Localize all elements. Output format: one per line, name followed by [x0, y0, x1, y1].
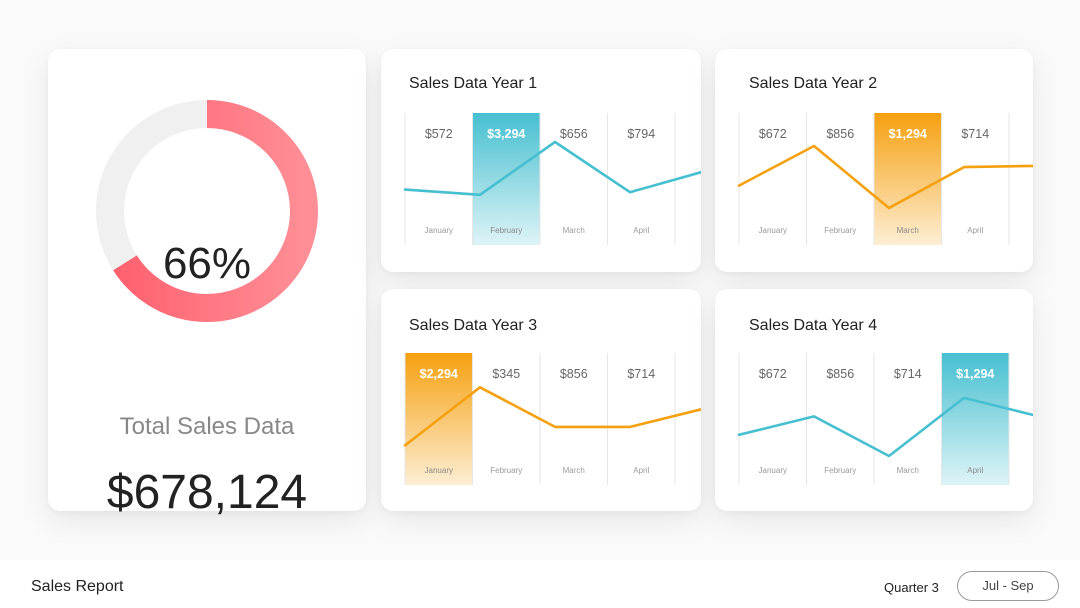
- sales-card-year-4: Sales Data Year 4 $672 $856 $714 $1,294 Janu…: [715, 289, 1033, 511]
- category-label: January: [425, 226, 453, 235]
- line-chart-year-1: $572 $3,294 $656 $794 January February March Ap…: [403, 113, 701, 245]
- donut-progress-arc: [96, 100, 318, 322]
- category-label: January: [759, 226, 787, 235]
- line-chart-year-2: $672 $856 $1,294 $714 January February March Ap…: [737, 113, 1033, 245]
- category-label: March: [897, 226, 919, 235]
- highlight-column: [472, 113, 540, 245]
- highlight-column: [874, 113, 942, 245]
- highlight-column: [941, 353, 1009, 485]
- value-label: $1,294: [956, 367, 994, 381]
- category-label: April: [633, 226, 649, 235]
- sales-card-year-1: Sales Data Year 1 $572 $3,294 $656 $794 Janu…: [381, 49, 701, 272]
- category-label: February: [490, 226, 522, 235]
- value-label: $345: [492, 367, 520, 381]
- chart-title: Sales Data Year 4: [749, 317, 878, 334]
- category-label: January: [759, 466, 787, 475]
- footer-bar: Sales Report Quarter 3 Jul - Sep: [0, 560, 1080, 608]
- category-label: March: [897, 466, 919, 475]
- quarter-label: Quarter 3: [884, 580, 939, 595]
- chart-title: Sales Data Year 3: [409, 317, 538, 334]
- value-label: $714: [627, 367, 655, 381]
- category-label: February: [824, 466, 856, 475]
- category-label: February: [824, 226, 856, 235]
- value-label: $672: [759, 367, 787, 381]
- period-pill[interactable]: Jul - Sep: [957, 571, 1059, 601]
- value-label: $1,294: [889, 127, 927, 141]
- series-line: [737, 396, 1033, 458]
- category-label: March: [563, 226, 585, 235]
- category-label: March: [563, 466, 585, 475]
- series-line: [737, 144, 1033, 210]
- category-label: April: [967, 226, 983, 235]
- value-label: $794: [627, 127, 655, 141]
- series-line: [403, 140, 701, 197]
- chart-title: Sales Data Year 1: [409, 75, 538, 92]
- value-label: $2,294: [420, 367, 458, 381]
- value-label: $572: [425, 127, 453, 141]
- value-label: $656: [560, 127, 588, 141]
- category-label: February: [490, 466, 522, 475]
- value-label: $3,294: [487, 127, 525, 141]
- total-sales-card: 66% Total Sales Data $678,124: [48, 49, 366, 519]
- donut-percent-label: 66%: [162, 239, 252, 288]
- value-label: $672: [759, 127, 787, 141]
- value-label: $856: [826, 127, 854, 141]
- category-label: January: [425, 466, 453, 475]
- total-sales-label: Total Sales Data: [119, 413, 295, 440]
- sales-card-year-2: Sales Data Year 2 $672 $856 $1,294 $714 Janu…: [715, 49, 1033, 272]
- value-label: $714: [894, 367, 922, 381]
- donut-chart: [96, 100, 318, 322]
- series-line: [403, 386, 701, 447]
- category-label: April: [633, 466, 649, 475]
- line-chart-year-3: $2,294 $345 $856 $714 January February March Ap…: [403, 353, 701, 485]
- category-label: April: [967, 466, 983, 475]
- report-title: Sales Report: [31, 578, 124, 595]
- sales-card-year-3: Sales Data Year 3 $2,294 $345 $856 $714 Janu…: [381, 289, 701, 511]
- value-label: $856: [560, 367, 588, 381]
- total-sales-value: $678,124: [106, 466, 308, 519]
- line-chart-year-4: $672 $856 $714 $1,294 January February March Ap…: [737, 353, 1033, 485]
- value-label: $714: [961, 127, 989, 141]
- value-label: $856: [826, 367, 854, 381]
- chart-title: Sales Data Year 2: [749, 75, 878, 92]
